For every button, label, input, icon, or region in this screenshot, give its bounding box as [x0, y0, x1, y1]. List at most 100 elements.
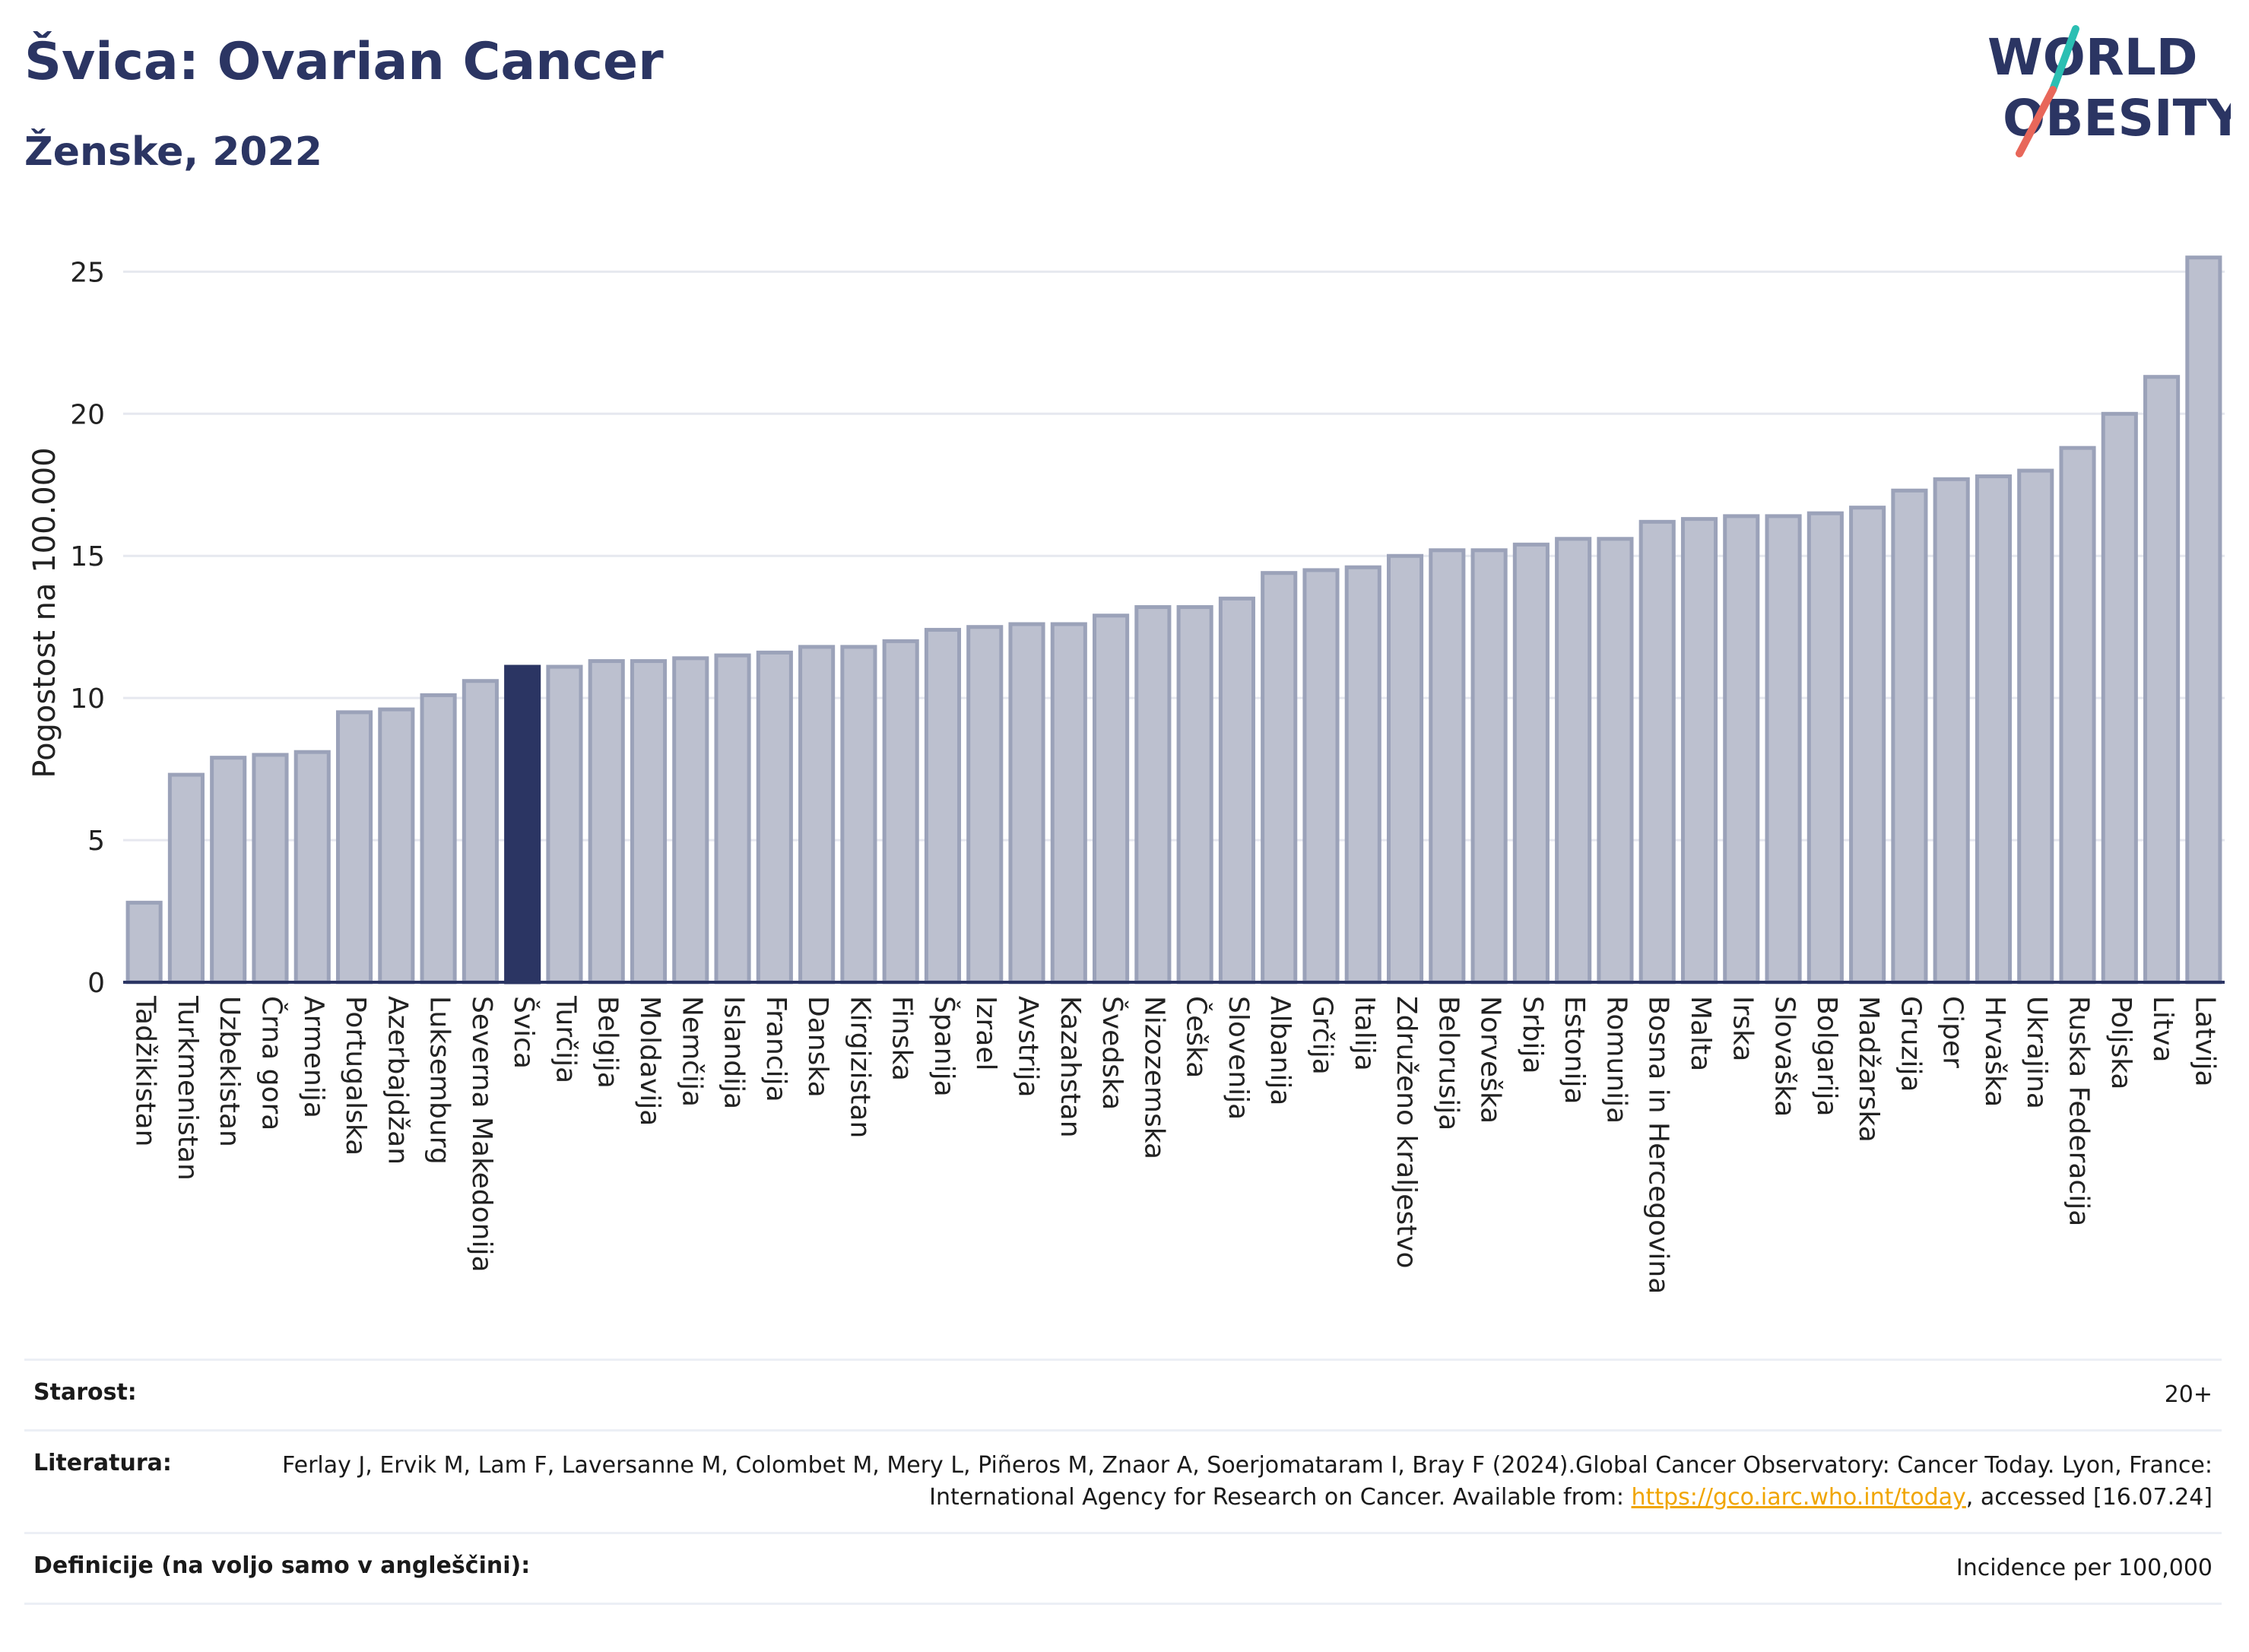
- x-tick-label: Nemčija: [676, 996, 707, 1107]
- bar: [1176, 605, 1213, 985]
- bar: [1093, 614, 1130, 985]
- x-tick-label: Slovenija: [1223, 996, 1254, 1120]
- x-tick-label: Italija: [1349, 996, 1380, 1071]
- bar: [1891, 488, 1928, 985]
- x-tick-label: Kazahstan: [1055, 996, 1086, 1138]
- age-value: 20+: [2164, 1381, 2213, 1408]
- x-tick-label: Madžarska: [1853, 996, 1884, 1143]
- bar: [1134, 605, 1172, 985]
- x-tick-label: Latvija: [2189, 996, 2220, 1087]
- x-tick-label: Moldavija: [634, 996, 665, 1126]
- x-tick-label: Švedska: [1096, 996, 1128, 1110]
- x-tick-label: Portugalska: [340, 996, 371, 1156]
- x-tick-label: Bosna in Hercegovina: [1643, 996, 1674, 1294]
- y-tick-label: 10: [70, 683, 105, 715]
- bar: [1386, 553, 1424, 985]
- bar: [420, 693, 457, 985]
- x-tick-label: Gruzija: [1895, 996, 1926, 1092]
- info-row-reference: Literatura: Ferlay J, Ervik M, Lam F, La…: [24, 1429, 2222, 1532]
- y-axis-label: Pogostost na 100.000: [27, 447, 62, 778]
- bar: [1302, 568, 1340, 985]
- bar: [1512, 542, 1550, 985]
- x-tick-label: Finska: [887, 996, 918, 1081]
- reference-value: Ferlay J, Ervik M, Lam F, Laversanne M, …: [217, 1450, 2213, 1514]
- bar: [1429, 548, 1466, 985]
- logo-line1: WORLD: [1987, 28, 2198, 87]
- bar: [167, 772, 205, 985]
- reference-accessed: , accessed [16.07.24]: [1965, 1484, 2213, 1511]
- bar-highlight: [504, 664, 541, 985]
- bar: [588, 659, 625, 985]
- y-tick-label: 15: [70, 541, 105, 572]
- bar: [1765, 514, 1802, 985]
- bar: [335, 710, 373, 985]
- x-tick-label: Poljska: [2105, 996, 2136, 1090]
- definition-label: Definicije (na voljo samo v angleščini):: [33, 1552, 531, 1579]
- world-obesity-logo: WORLD OBESITY: [1987, 25, 2231, 157]
- bar: [1597, 537, 1634, 985]
- definition-value: Incidence per 100,000: [1956, 1555, 2213, 1581]
- x-tick-label: Kirgizistan: [844, 996, 875, 1138]
- x-tick-label: Hrvaška: [1979, 996, 2010, 1107]
- y-tick-label: 5: [87, 826, 105, 857]
- x-tick-label: Armenija: [298, 996, 329, 1118]
- bar: [1008, 622, 1045, 985]
- x-tick-label: Tadžikistan: [130, 995, 161, 1146]
- bar: [966, 625, 1004, 985]
- bar: [1975, 474, 2013, 985]
- age-label: Starost:: [33, 1379, 137, 1406]
- bar: [252, 753, 289, 985]
- bar: [546, 664, 583, 985]
- bar: [924, 627, 962, 985]
- reference-link[interactable]: https://gco.iarc.who.int/today: [1631, 1484, 1966, 1511]
- bar: [1218, 596, 1255, 985]
- x-tick-label: Grčija: [1306, 996, 1337, 1075]
- bar: [1638, 519, 1676, 985]
- x-tick-label: Turčija: [550, 995, 581, 1083]
- bar: [1849, 506, 1886, 985]
- x-tick-label: Turkmenistan: [172, 995, 203, 1181]
- page-title: Švica: Ovarian Cancer: [24, 32, 664, 92]
- x-tick-label: Estonija: [1559, 996, 1590, 1105]
- x-tick-label: Litva: [2147, 996, 2178, 1063]
- x-tick-label: Bolgarija: [1811, 996, 1842, 1117]
- bar: [798, 645, 836, 985]
- info-row-age: Starost: 20+: [24, 1359, 2222, 1429]
- bar: [2143, 375, 2181, 985]
- bar: [1261, 571, 1298, 985]
- x-tick-label: Izrael: [970, 996, 1001, 1071]
- x-tick-label: Avstrija: [1013, 996, 1044, 1098]
- bar: [1723, 514, 1760, 985]
- bar: [462, 679, 499, 985]
- bar: [2185, 255, 2222, 985]
- x-tick-label: Azerbajdžan: [382, 996, 413, 1165]
- bar: [378, 707, 415, 985]
- bar: [1555, 537, 1592, 985]
- page-subtitle: Ženske, 2022: [24, 129, 322, 175]
- bar: [125, 900, 163, 985]
- bar: [2059, 446, 2096, 985]
- x-tick-label: Luksemburg: [424, 996, 455, 1165]
- x-tick-label: Nizozemska: [1138, 996, 1169, 1159]
- bar: [630, 659, 668, 985]
- bar-chart: 0 5 10 15 20 25 Pogostost na 100.000 Tadžikista…: [27, 255, 2225, 1294]
- bar: [672, 656, 709, 985]
- x-tick-label: Ciper: [1937, 996, 1968, 1068]
- x-tick-label: Malta: [1685, 996, 1716, 1071]
- bar: [1344, 565, 1381, 985]
- reference-text: Ferlay J, Ervik M, Lam F, Laversanne M, …: [282, 1452, 2213, 1511]
- x-tick-label: Češka: [1181, 996, 1213, 1078]
- x-tick-label: Belgija: [592, 996, 623, 1089]
- x-tick-label: Srbija: [1517, 996, 1548, 1074]
- x-tick-label: Uzbekistan: [214, 996, 245, 1147]
- y-tick-label: 25: [70, 257, 105, 288]
- bar: [2101, 411, 2138, 985]
- x-tick-label: Francija: [760, 996, 791, 1102]
- x-tick-label: Slovaška: [1769, 996, 1800, 1117]
- bar: [1680, 517, 1718, 985]
- bar: [714, 653, 751, 985]
- info-row-definition: Definicije (na voljo samo v angleščini):…: [24, 1532, 2222, 1605]
- x-tick-label: Norveška: [1475, 996, 1506, 1124]
- x-tick-label: Ukrajina: [2021, 996, 2052, 1109]
- bar: [1933, 477, 1970, 985]
